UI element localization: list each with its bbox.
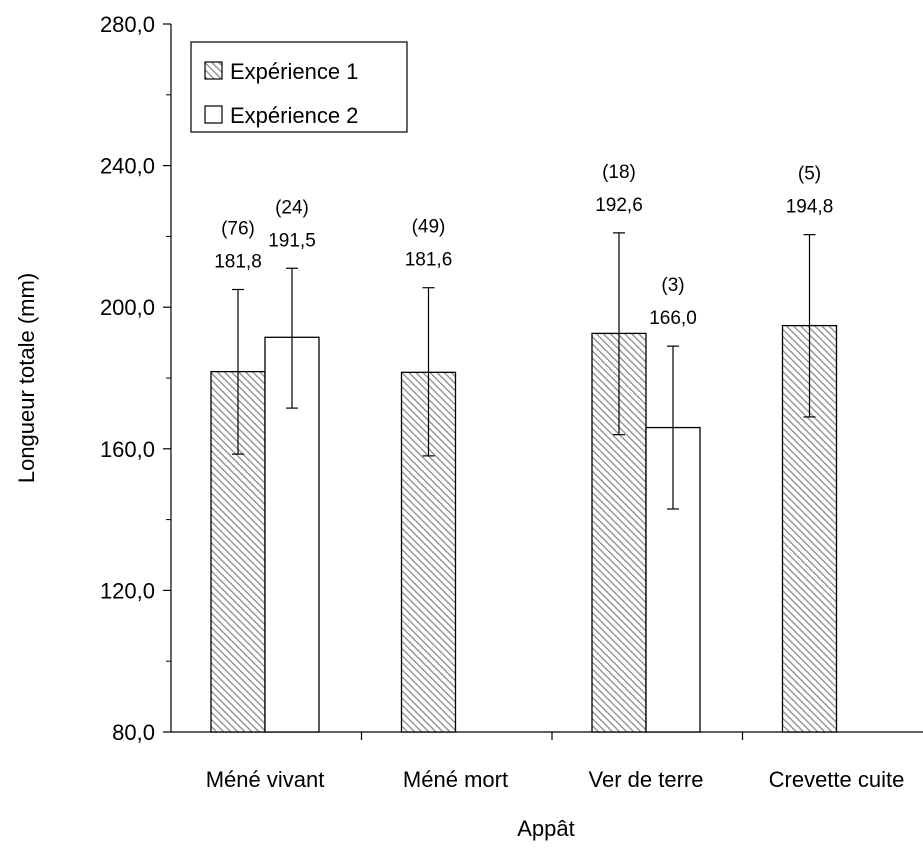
legend-label-exp2: Expérience 2 xyxy=(230,103,358,128)
category-label: Ver de terre xyxy=(589,767,704,792)
legend: Expérience 1 Expérience 2 xyxy=(190,41,408,133)
value-label: 194,8 xyxy=(786,197,834,218)
y-tick-label: 160,0 xyxy=(100,437,155,462)
value-label: 181,6 xyxy=(405,250,453,271)
y-tick-label: 240,0 xyxy=(100,154,155,179)
count-label: (24) xyxy=(275,197,309,218)
x-ticks xyxy=(360,732,744,740)
y-tick-label: 80,0 xyxy=(112,720,155,745)
legend-label-exp1: Expérience 1 xyxy=(230,59,358,84)
bars xyxy=(210,324,838,733)
y-axis-title: Longueur totale (mm) xyxy=(14,273,39,483)
count-label: (76) xyxy=(221,219,255,240)
count-label: (18) xyxy=(602,162,636,183)
count-label: (49) xyxy=(412,217,446,238)
legend-swatch-exp1 xyxy=(204,61,223,80)
category-label: Crevette cuite xyxy=(769,767,905,792)
bar-exp1 xyxy=(210,370,266,733)
bar-exp1 xyxy=(400,371,457,733)
legend-swatch-exp2 xyxy=(204,105,223,124)
count-label: (3) xyxy=(661,275,684,296)
y-tick-label: 120,0 xyxy=(100,578,155,603)
value-label: 192,6 xyxy=(595,195,643,216)
category-labels: Méné vivant Méné mort Ver de terre Crevette… xyxy=(206,767,905,792)
value-label: 166,0 xyxy=(649,308,697,329)
category-label: Méné vivant xyxy=(206,767,325,792)
y-tick-label: 280,0 xyxy=(100,12,155,37)
error-bars xyxy=(232,232,816,510)
count-label: (5) xyxy=(798,164,821,185)
x-axis-title: Appât xyxy=(517,816,575,841)
y-tick-label: 200,0 xyxy=(100,295,155,320)
data-labels: 181,8 (76) 191,5 (24) 181,6 (49) 192,6 (18) 166,… xyxy=(214,162,833,329)
y-ticks: 80,0 120,0 160,0 200,0 240,0 280,0 xyxy=(100,12,171,745)
legend-box xyxy=(190,41,408,133)
value-label: 181,8 xyxy=(214,252,262,273)
category-label: Méné mort xyxy=(403,767,508,792)
value-label: 191,5 xyxy=(268,230,316,251)
